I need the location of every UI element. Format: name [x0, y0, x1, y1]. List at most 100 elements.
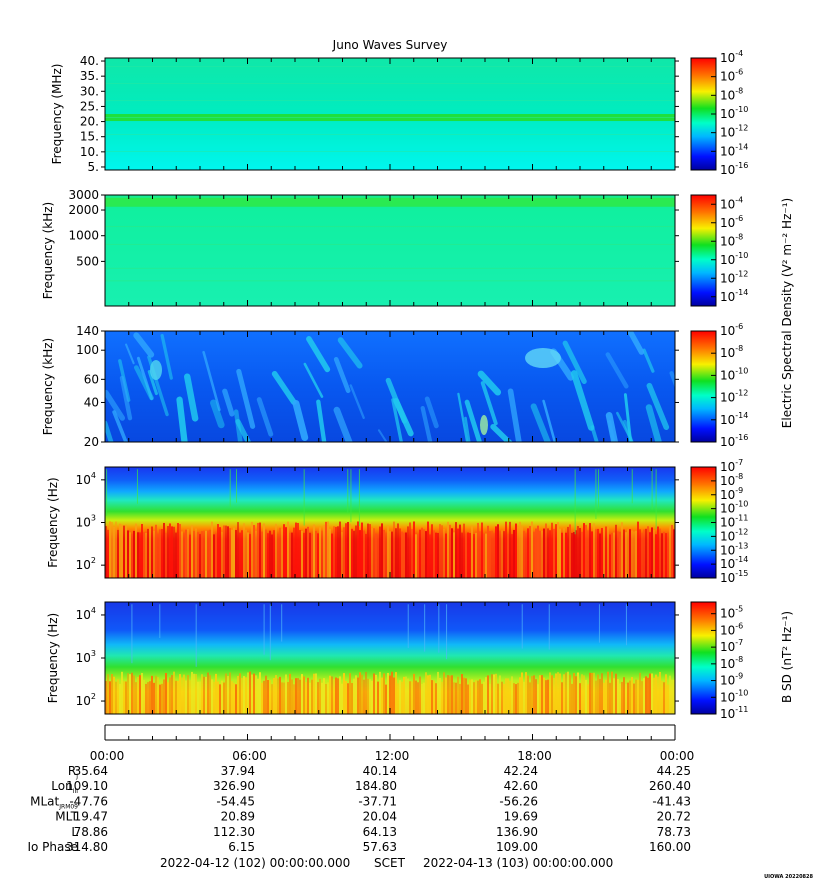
spectral-column — [523, 681, 525, 714]
spectral-column — [261, 531, 263, 578]
spectral-column — [539, 530, 541, 578]
spectral-column — [385, 532, 387, 578]
y-tick-label: 103 — [76, 649, 96, 665]
spectral-column — [213, 681, 215, 714]
emission-streak — [202, 350, 221, 412]
spectral-column — [641, 532, 643, 578]
colorbar-tick-label: 10-9 — [720, 672, 743, 688]
colorbar-tick-label: 10-6 — [720, 214, 743, 230]
spectral-column — [383, 529, 385, 578]
spectral-column — [407, 678, 409, 714]
spectral-column — [105, 680, 107, 714]
spectral-column — [193, 531, 195, 578]
y-tick-label: 104 — [76, 606, 96, 622]
spectral-column — [313, 673, 315, 714]
spectral-column — [351, 528, 353, 578]
scet-label: SCET — [374, 856, 406, 870]
footer-tag: UIOWA 20220828 — [764, 874, 813, 880]
spectral-column — [351, 683, 353, 714]
spectral-column — [515, 684, 517, 714]
spectral-column — [223, 525, 225, 578]
emission-streak — [210, 399, 225, 429]
spectral-column — [145, 532, 147, 578]
spectral-column — [581, 674, 583, 714]
spectral-column — [295, 522, 297, 578]
spectral-column — [511, 534, 513, 578]
spectral-column — [467, 532, 469, 578]
spectral-column — [625, 684, 627, 714]
spectral-column — [489, 683, 491, 714]
spectral-column — [417, 533, 419, 578]
panel-1: 40.35.30.25. 20.15.10.5. Frequency (MHz) — [50, 54, 679, 174]
spectral-column — [345, 523, 347, 578]
spectral-column — [231, 681, 233, 714]
emission-streak — [160, 333, 173, 380]
spectral-column — [501, 681, 503, 714]
impulse-spike — [631, 469, 633, 504]
y-axis-label: Frequency (MHz) — [50, 64, 64, 165]
emission-streak — [645, 404, 662, 442]
spectral-column — [237, 675, 239, 714]
spectral-column — [111, 674, 113, 714]
spectral-column — [335, 677, 337, 714]
spectral-column — [243, 523, 245, 578]
spectral-column — [403, 532, 405, 578]
spectral-column — [549, 672, 551, 714]
impulse-spike — [281, 604, 283, 642]
spectral-column — [665, 533, 667, 578]
spectral-column — [371, 680, 373, 714]
spectral-column — [187, 674, 189, 714]
spectral-column — [459, 524, 461, 578]
time-tick-label: 00:00 — [90, 749, 125, 763]
spectral-column — [551, 675, 553, 714]
colorbar-tick-label: 10-16 — [720, 433, 748, 449]
spectral-column — [175, 532, 177, 578]
spectral-column — [639, 529, 641, 578]
spectral-column — [223, 682, 225, 714]
spectral-column — [253, 673, 255, 714]
spectral-column — [125, 681, 127, 714]
spectral-column — [357, 677, 359, 714]
spectral-column — [641, 681, 643, 714]
spectral-column — [481, 683, 483, 714]
spectral-column — [249, 671, 251, 714]
spectral-column — [133, 530, 135, 578]
spectral-column — [229, 672, 231, 714]
spectral-column — [167, 682, 169, 714]
spectrogram-panels: 40.35.30.25. 20.15.10.5. Frequency (MHz) 30… — [41, 54, 679, 715]
emission-streak — [393, 398, 414, 437]
spectral-column — [623, 677, 625, 714]
spectral-column — [491, 530, 493, 578]
spectral-column — [505, 521, 507, 578]
spectral-column — [633, 531, 635, 578]
spectral-column — [269, 530, 271, 578]
spectral-column — [643, 678, 645, 714]
spectral-column — [133, 675, 135, 714]
spectral-column — [165, 672, 167, 714]
spectral-column — [127, 673, 129, 714]
emission-streak — [333, 357, 351, 394]
spectral-column — [123, 525, 125, 578]
spectral-column — [327, 521, 329, 578]
spectral-column — [207, 672, 209, 714]
spectral-column — [283, 682, 285, 714]
spectral-column — [173, 671, 175, 714]
colorbar-tick-label: 10-10 — [720, 105, 748, 121]
ephemeris-value: 20.72 — [657, 810, 691, 824]
spectral-column — [391, 531, 393, 578]
emission-streak — [133, 365, 154, 401]
spectral-column — [111, 521, 113, 578]
spectral-column — [275, 523, 277, 578]
spectral-column — [473, 682, 475, 714]
spectral-column — [311, 534, 313, 578]
ephemeris-value: 136.90 — [496, 825, 538, 839]
spectral-column — [471, 526, 473, 578]
spectral-column — [465, 678, 467, 714]
spectral-column — [575, 676, 577, 714]
spectral-column — [453, 682, 455, 714]
spectral-column — [501, 530, 503, 578]
spectral-column — [211, 679, 213, 714]
emission-streak — [292, 399, 309, 441]
spectral-column — [113, 676, 115, 714]
